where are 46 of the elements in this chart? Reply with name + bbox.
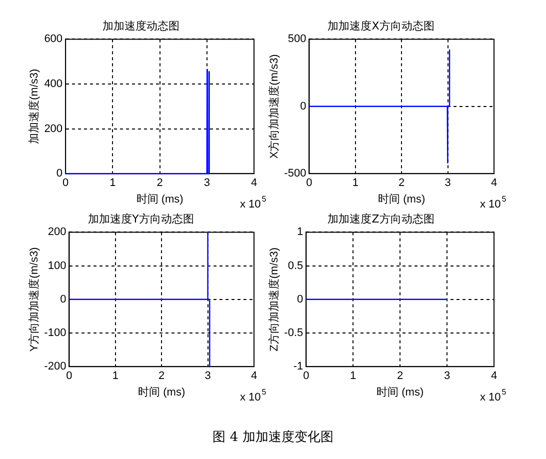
chart-title: 加加速度Y方向动态图 — [88, 212, 194, 226]
y-tick-label: 1 — [297, 226, 304, 238]
y-axis-title: Z方向加加速度(m/s3) — [268, 247, 281, 352]
x-tick-label: 2 — [156, 177, 163, 190]
y-tick-label: -100 — [44, 327, 66, 340]
y-tick-label: 0 — [56, 168, 63, 180]
chart-title: 加加速度Z方向动态图 — [328, 212, 434, 226]
y-tick-label: 0 — [60, 293, 66, 306]
y-tick-label: 400 — [44, 78, 63, 90]
y-tick-label: 600 — [44, 33, 63, 46]
caption: 图 4 加加速度变化图 — [212, 429, 334, 446]
x-tick-label: 3 — [204, 177, 210, 190]
x-tick-label: 3 — [204, 370, 211, 382]
y-tick-label: 200 — [48, 226, 66, 238]
x-axis-title: 时间 (ms) — [136, 192, 184, 206]
y-axis-title: Y方向加加速度(m/s3) — [28, 247, 41, 352]
x-axis-title: 时间 (ms) — [378, 192, 426, 206]
y-tick-label: -200 — [44, 360, 66, 373]
chart-title: 加加速度X方向动态图 — [328, 19, 434, 32]
x-axis-title: 时间 (ms) — [376, 385, 424, 398]
x-tick-label: 4 — [250, 370, 258, 382]
x-tick-label: 2 — [398, 177, 405, 190]
y-tick-label: -500 — [284, 168, 306, 180]
x-tick-label: 1 — [352, 177, 358, 190]
x-tick-label: 3 — [444, 177, 451, 190]
x-tick-label: 4 — [490, 370, 498, 382]
x-tick-label: 2 — [397, 370, 404, 382]
x-tick-label: 4 — [490, 177, 498, 190]
y-tick-label: 0 — [300, 100, 306, 112]
x-tick-label: 4 — [250, 177, 258, 190]
x-tick-label: 1 — [350, 370, 356, 382]
y-tick-label: 0.5 — [288, 260, 304, 272]
y-axis-title: 加加速度(m/s3) — [28, 68, 41, 144]
y-tick-label: 200 — [44, 122, 63, 135]
x-tick-label: 2 — [158, 370, 165, 382]
y-tick-label: 100 — [48, 260, 66, 272]
y-tick-label: -0.5 — [284, 327, 304, 340]
y-tick-label: -1 — [293, 360, 304, 373]
x-tick-label: 1 — [110, 177, 116, 190]
y-axis-title: X方向加加速度(m/s3) — [268, 54, 281, 159]
x-tick-label: 1 — [112, 370, 118, 382]
y-tick-label: 0 — [297, 293, 304, 306]
x-axis-title: 时间 (ms) — [138, 385, 186, 398]
y-tick-label: 500 — [288, 33, 306, 46]
chart-title: 加加速度动态图 — [102, 19, 180, 32]
x-tick-label: 3 — [444, 370, 450, 382]
